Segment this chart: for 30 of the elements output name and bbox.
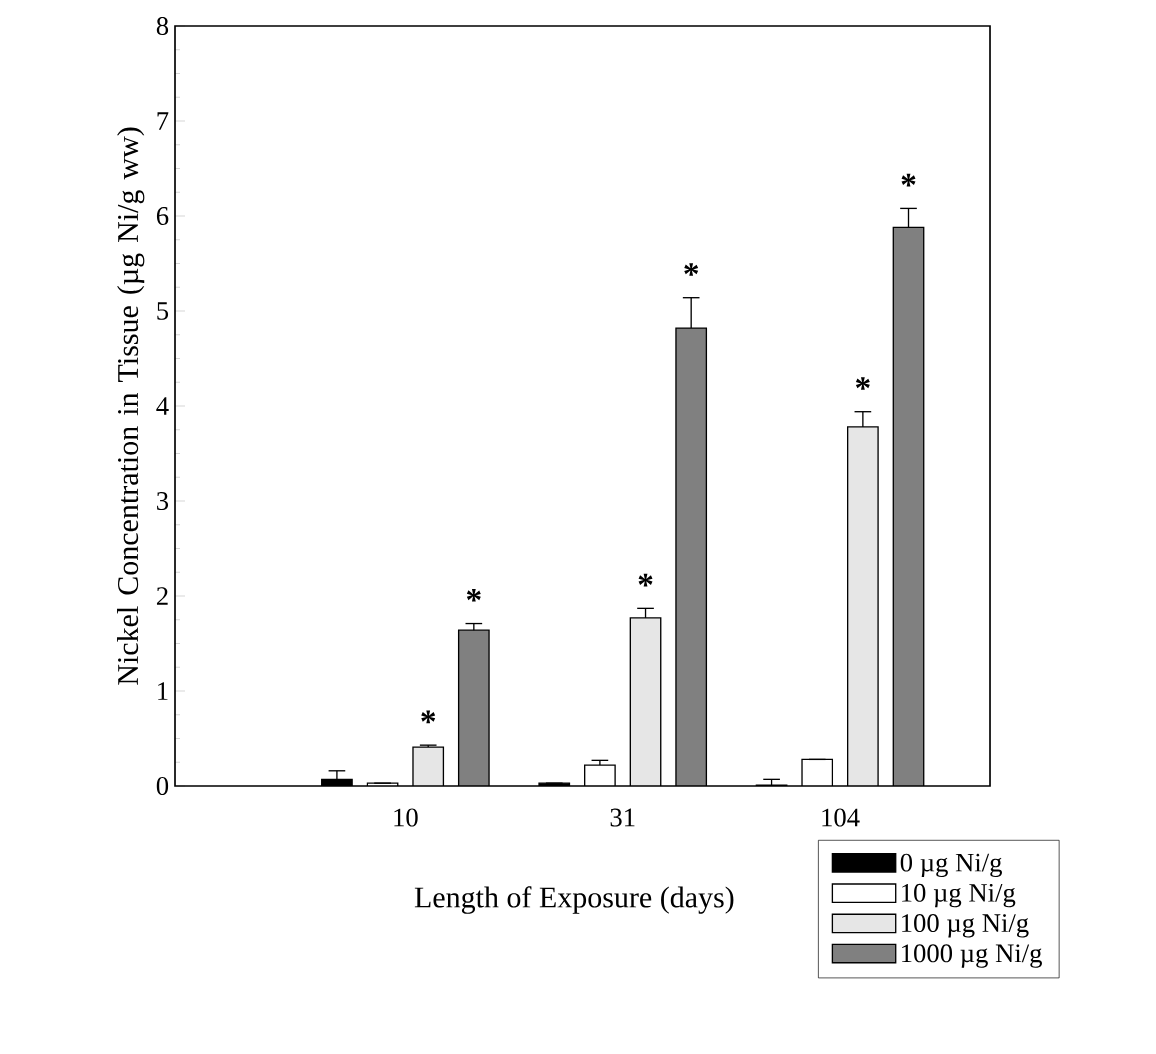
y-tick-label: 0 <box>156 777 169 795</box>
bar <box>457 629 490 786</box>
y-tick-label: 7 <box>157 112 169 130</box>
y-tick-label: 6 <box>156 207 169 225</box>
legend-label: 100 µg Ni/g <box>902 914 1029 938</box>
y-tick-label: 1 <box>158 682 168 700</box>
bar <box>412 746 445 786</box>
x-tick-label: 31 <box>610 808 635 827</box>
bar <box>892 226 925 786</box>
y-tick-label: 2 <box>156 587 168 605</box>
data-label: * <box>855 377 870 390</box>
y-tick-label: 3 <box>157 492 169 510</box>
legend-label: 10 µg Ni/g <box>902 883 1016 908</box>
data-label: * <box>638 573 653 587</box>
x-tick-label: 104 <box>822 808 860 827</box>
x-tick-label: 10 <box>394 808 418 827</box>
data-label: * <box>421 710 436 724</box>
bar <box>629 617 662 786</box>
bar <box>846 426 879 786</box>
data-label: * <box>684 263 699 276</box>
y-tick-label: 4 <box>156 397 169 415</box>
legend-label: 0 µg Ni/g <box>900 853 1002 878</box>
legend-label: 1000 µg Ni/g <box>902 944 1042 968</box>
data-label: * <box>901 173 916 187</box>
x-axis-title: Length of Exposure (days) <box>414 886 734 914</box>
y-tick-label: 5 <box>157 302 169 320</box>
bar <box>675 327 708 786</box>
y-axis-title: Nickel Concentration in Tissue (µg Ni/g ww) <box>117 127 145 685</box>
data-label: * <box>466 589 481 602</box>
y-tick-label: 8 <box>156 17 169 35</box>
